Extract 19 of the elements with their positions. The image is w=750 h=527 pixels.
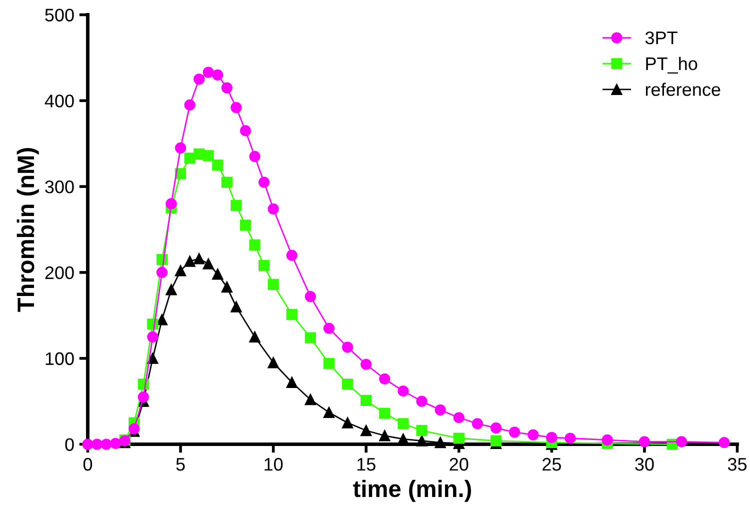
x-tick-label: 15	[357, 458, 376, 471]
y-tick-label: 500	[45, 8, 74, 22]
x-axis-title: time (min.)	[353, 480, 472, 502]
legend-label: 3PT	[645, 31, 678, 44]
legend-label: PT_ho	[646, 56, 698, 74]
x-tick-label: 0	[83, 458, 92, 471]
x-tick-label: 35	[728, 458, 747, 471]
y-axis-title: Thrombin (nM)	[16, 148, 39, 312]
y-tick-label: 200	[45, 266, 74, 280]
x-tick-label: 25	[542, 458, 561, 471]
y-tick-label: 0	[65, 438, 74, 451]
x-tick-label: 5	[176, 458, 185, 471]
x-tick-label: 20	[450, 458, 468, 471]
legend-label: reference	[646, 82, 720, 96]
y-tick-label: 400	[44, 94, 74, 108]
x-tick-label: 30	[635, 458, 654, 471]
x-tick-label: 10	[264, 458, 283, 471]
y-tick-label: 100	[46, 352, 74, 366]
y-tick-label: 300	[45, 180, 74, 194]
